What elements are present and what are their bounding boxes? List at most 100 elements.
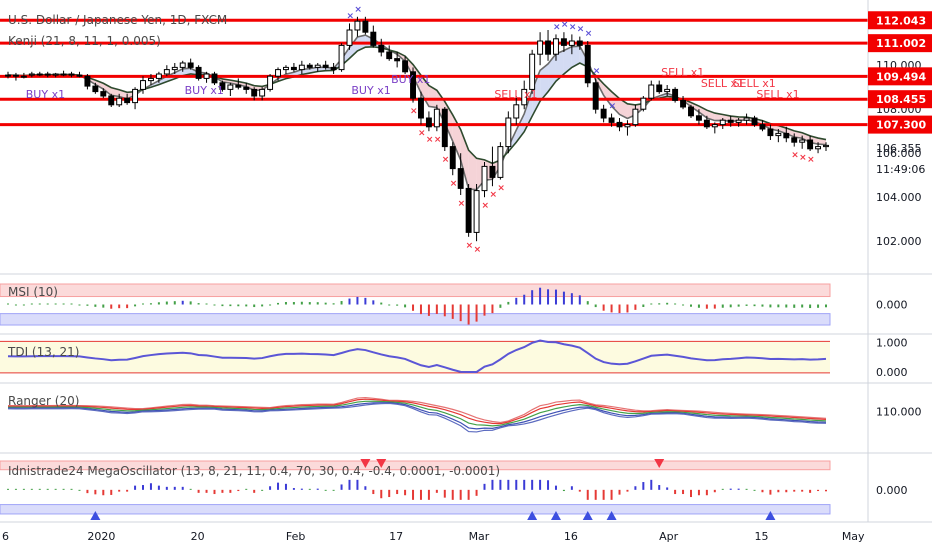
mega-up-triangle — [582, 511, 593, 520]
cloud-segment — [619, 98, 628, 119]
candle-body — [545, 40, 552, 55]
candle-body — [743, 117, 750, 121]
price-level-label: 109.494 — [876, 70, 926, 83]
candle-body — [386, 51, 393, 60]
candle-body — [227, 84, 234, 90]
candle-body — [711, 124, 718, 128]
last-price-label: 106.355 — [876, 142, 922, 155]
time-tick-label: Mar — [469, 530, 490, 543]
candle-body — [823, 144, 829, 148]
time-tick-label: 16 — [564, 530, 578, 543]
candle-body — [187, 62, 194, 68]
msi-upper-band — [0, 283, 831, 298]
candle-body — [36, 73, 43, 76]
price-tick-label: 106.000 — [876, 147, 922, 160]
candle-body — [719, 119, 726, 126]
indicator-panes[interactable]: MSI (10) 0.000 TDI (13, 21) 1.000 0.000 Range… — [0, 273, 932, 520]
candle-body — [783, 132, 790, 139]
time-tick-label: Apr — [659, 530, 679, 543]
candle-body — [20, 75, 27, 78]
candle-body — [624, 124, 631, 128]
symbol-title: U.S. Dollar / Japanese Yen, 1D, FXCM — [8, 13, 227, 27]
candle-body — [171, 66, 178, 71]
swing-marker: × — [585, 29, 593, 39]
candle-body — [410, 71, 416, 99]
swing-marker: × — [489, 190, 497, 200]
price-tick-label: 104.000 — [876, 191, 922, 204]
pane-tick-label: 110.000 — [876, 405, 922, 418]
swing-marker: × — [418, 129, 426, 139]
candle-body — [243, 86, 250, 90]
time-tick-label: 17 — [389, 530, 403, 543]
candle-body — [12, 74, 19, 77]
swing-marker: × — [434, 135, 442, 145]
swing-marker: × — [577, 25, 585, 35]
time-tick-label: 20 — [191, 530, 205, 543]
candle-body — [489, 165, 496, 178]
candle-body — [425, 117, 432, 128]
candle-body — [418, 97, 424, 119]
price-level-label: 112.043 — [876, 14, 926, 27]
candle-body — [203, 73, 210, 79]
pane-tick-label: 0.000 — [876, 484, 908, 497]
signal-label: SELL x1 — [756, 88, 799, 101]
price-level-badge — [868, 11, 932, 30]
mega-up-triangle — [527, 511, 538, 520]
candle-body — [60, 73, 67, 76]
signal-label: SELL x1 — [661, 66, 704, 79]
candle-body — [632, 108, 639, 126]
candle-body — [648, 84, 655, 99]
cloud-segment — [548, 53, 556, 92]
time-axis[interactable]: 6 2020 20 Feb 17 Mar 16 Apr 15 May — [0, 521, 932, 543]
price-level-badge — [868, 115, 932, 134]
indicator-title: Kenji (21, 8, 11, 1, 0.005) — [8, 34, 161, 48]
candle-body — [688, 106, 694, 117]
swing-markers: ××× × × × ×××××× ××××× ××××× × × — [346, 5, 814, 255]
mega-down-triangle — [654, 459, 665, 468]
cloud-segment — [460, 129, 469, 190]
candle-body — [354, 20, 361, 31]
candle-body — [76, 74, 83, 77]
swing-marker: × — [561, 20, 569, 30]
signal-label: BUY x1 — [26, 88, 65, 101]
candle-body — [290, 66, 297, 71]
candle-body — [680, 99, 687, 108]
cloud-segment — [571, 46, 580, 68]
pane-title: Ranger (20) — [8, 394, 79, 408]
price-level-label: 108.455 — [876, 93, 926, 106]
cloud-segment — [103, 83, 112, 96]
mega-up-triangle — [765, 511, 776, 520]
cloud-segment — [158, 76, 167, 85]
candle-body — [592, 82, 599, 110]
candle-body — [537, 40, 544, 55]
pane-mega: Idnistrade24 MegaOscillator (13, 8, 21, … — [0, 452, 932, 520]
cloud-segment — [714, 113, 723, 121]
candle-body — [108, 95, 115, 106]
candle-body — [298, 64, 305, 71]
cloud-segment — [698, 106, 707, 118]
last-price-badge: 106.355 11:49:06 — [876, 142, 925, 176]
price-level-badge — [868, 90, 932, 109]
mega-up-triangle — [606, 511, 617, 520]
tdi-line — [7, 339, 827, 373]
swing-marker: × — [807, 155, 815, 165]
candle-body — [449, 146, 456, 170]
candle-body — [616, 121, 623, 128]
cloud-segment — [428, 85, 437, 108]
candle-body — [100, 91, 107, 97]
swing-marker: × — [474, 245, 482, 255]
pane-title: MSI (10) — [8, 285, 58, 299]
ranger-band-line — [7, 398, 827, 425]
cloud-segment — [563, 46, 572, 75]
mega-lower-band — [0, 504, 831, 515]
main-price-pane[interactable]: ××× × × × ×××××× ××××× ××××× × × BUY x1 BUY x1 BUY… — [0, 5, 868, 255]
candle-body — [68, 73, 75, 76]
time-tick-label: Feb — [286, 530, 305, 543]
ranger-band-line — [7, 402, 827, 430]
candle-body — [179, 62, 186, 68]
candle-body — [362, 20, 369, 33]
candle-body — [695, 115, 702, 121]
candle-body — [322, 64, 329, 68]
price-level-label: 107.300 — [876, 119, 926, 132]
